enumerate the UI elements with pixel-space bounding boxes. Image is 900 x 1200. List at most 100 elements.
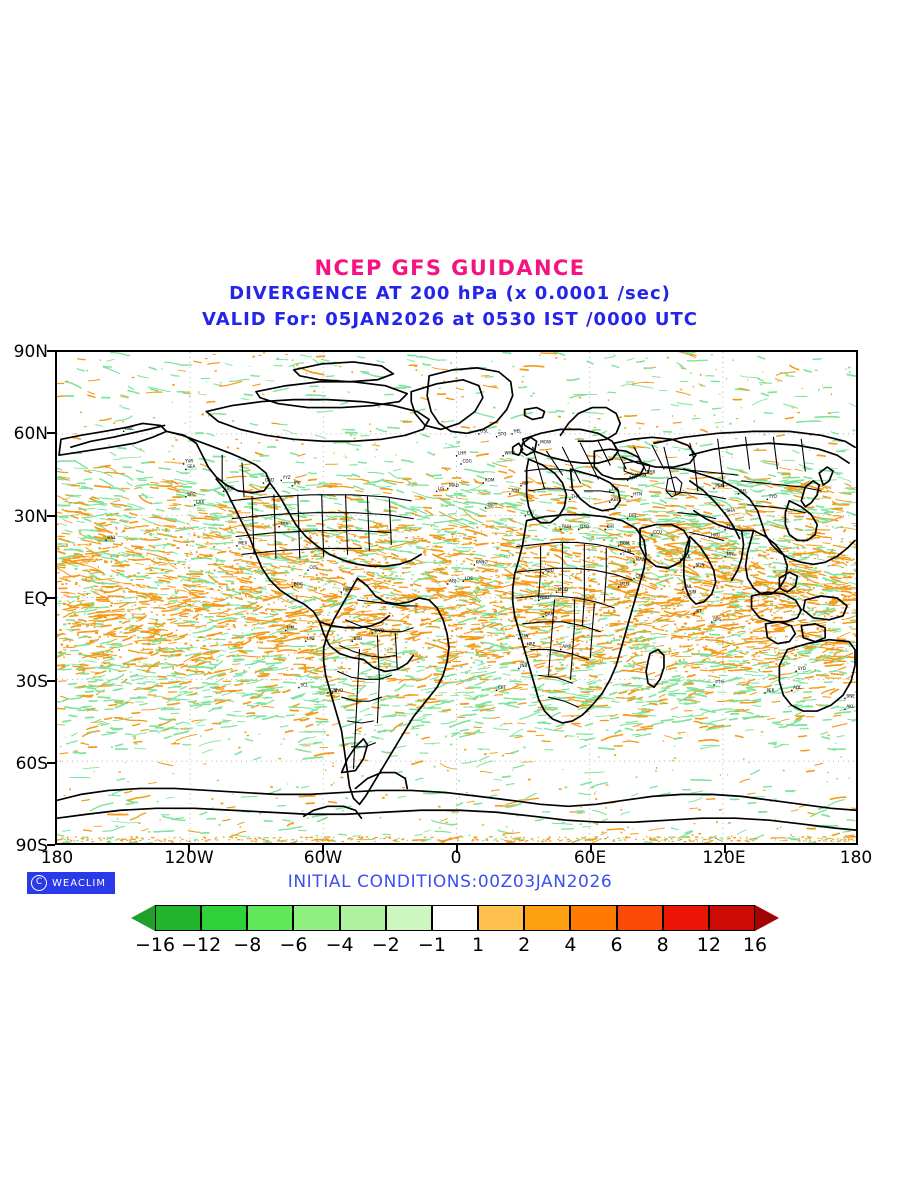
divergence-streak xyxy=(338,556,348,560)
divergence-streak xyxy=(779,467,792,471)
divergence-streak xyxy=(718,520,729,524)
divergence-streak xyxy=(164,481,174,485)
divergence-streak xyxy=(179,633,189,638)
divergence-streak xyxy=(223,489,233,493)
divergence-streak xyxy=(655,526,664,530)
divergence-cell xyxy=(795,655,797,658)
divergence-streak xyxy=(793,704,803,708)
divergence-cell xyxy=(613,570,617,573)
divergence-streak xyxy=(274,643,284,646)
divergence-streak xyxy=(264,615,273,619)
divergence-streak xyxy=(473,557,483,560)
divergence-streak xyxy=(133,627,143,631)
divergence-cell xyxy=(427,637,429,639)
divergence-streak xyxy=(282,819,291,822)
divergence-streak xyxy=(330,597,355,608)
divergence-streak xyxy=(689,807,699,810)
divergence-streak xyxy=(124,428,134,431)
divergence-cell xyxy=(576,555,581,558)
divergence-streak xyxy=(153,829,175,833)
divergence-streak xyxy=(707,724,725,730)
divergence-streak xyxy=(659,680,668,685)
divergence-streak xyxy=(403,693,412,697)
divergence-streak xyxy=(429,534,446,540)
divergence-streak xyxy=(93,718,102,723)
divergence-streak xyxy=(554,470,564,473)
divergence-streak xyxy=(417,684,427,689)
divergence-streak xyxy=(103,716,113,721)
divergence-streak xyxy=(361,640,375,646)
divergence-streak xyxy=(427,451,435,456)
divergence-streak xyxy=(822,696,832,698)
divergence-streak xyxy=(238,565,251,571)
divergence-streak xyxy=(198,740,221,747)
map-plot-area[interactable]: ANC YVR SEA SFO LAX DEN ORD YYZ JFK MIA MEX HNL BOG L… xyxy=(55,350,858,845)
divergence-streak xyxy=(385,566,395,570)
divergence-cell xyxy=(529,597,534,600)
divergence-streak xyxy=(276,586,291,589)
divergence-streak xyxy=(647,532,675,538)
divergence-streak xyxy=(221,689,243,693)
divergence-streak xyxy=(791,605,799,609)
divergence-streak xyxy=(665,510,675,514)
divergence-streak xyxy=(704,501,713,504)
divergence-streak xyxy=(535,599,560,606)
divergence-streak xyxy=(493,521,502,526)
divergence-streak xyxy=(89,590,99,593)
divergence-cell xyxy=(531,564,535,567)
divergence-streak xyxy=(403,622,413,626)
divergence-streak xyxy=(121,496,130,500)
divergence-cell xyxy=(399,623,402,626)
divergence-cell xyxy=(609,543,611,546)
divergence-cell xyxy=(311,622,314,625)
divergence-streak xyxy=(415,673,433,682)
divergence-streak xyxy=(705,725,730,731)
divergence-streak xyxy=(482,384,499,389)
divergence-streak xyxy=(254,509,264,512)
divergence-streak xyxy=(546,510,556,513)
divergence-streak xyxy=(432,540,450,544)
divergence-streak xyxy=(228,830,247,838)
divergence-cell xyxy=(580,570,582,572)
divergence-streak xyxy=(74,501,84,504)
divergence-streak xyxy=(57,580,63,583)
divergence-streak xyxy=(273,559,290,561)
divergence-streak xyxy=(824,664,842,667)
divergence-streak xyxy=(838,670,848,675)
divergence-streak xyxy=(640,725,654,729)
divergence-streak xyxy=(616,637,623,642)
divergence-streak xyxy=(661,676,685,683)
divergence-cell xyxy=(386,587,389,589)
divergence-streak xyxy=(477,492,486,496)
divergence-streak xyxy=(361,371,386,378)
divergence-streak xyxy=(262,594,282,602)
divergence-streak xyxy=(470,644,480,647)
divergence-streak xyxy=(734,492,748,495)
divergence-streak xyxy=(419,510,428,515)
divergence-streak xyxy=(220,724,238,728)
divergence-cell xyxy=(700,616,703,620)
divergence-streak xyxy=(573,724,582,728)
divergence-streak xyxy=(247,616,257,619)
divergence-streak xyxy=(197,546,207,549)
divergence-streak xyxy=(274,556,288,561)
divergence-streak xyxy=(523,495,533,500)
divergence-streak xyxy=(315,355,326,358)
divergence-streak xyxy=(688,691,697,697)
divergence-streak xyxy=(584,837,598,842)
divergence-cell xyxy=(544,579,547,581)
divergence-streak xyxy=(519,711,541,720)
divergence-streak xyxy=(270,499,281,502)
divergence-cell xyxy=(623,553,625,556)
divergence-streak xyxy=(84,604,95,611)
divergence-streak xyxy=(241,591,251,596)
divergence-streak xyxy=(640,502,650,506)
divergence-cell xyxy=(694,549,697,553)
divergence-streak xyxy=(206,617,231,624)
divergence-streak xyxy=(450,731,460,735)
divergence-streak xyxy=(741,681,751,686)
divergence-streak xyxy=(321,518,331,522)
divergence-streak xyxy=(618,691,628,695)
divergence-streak xyxy=(716,475,726,479)
divergence-streak xyxy=(586,680,594,684)
